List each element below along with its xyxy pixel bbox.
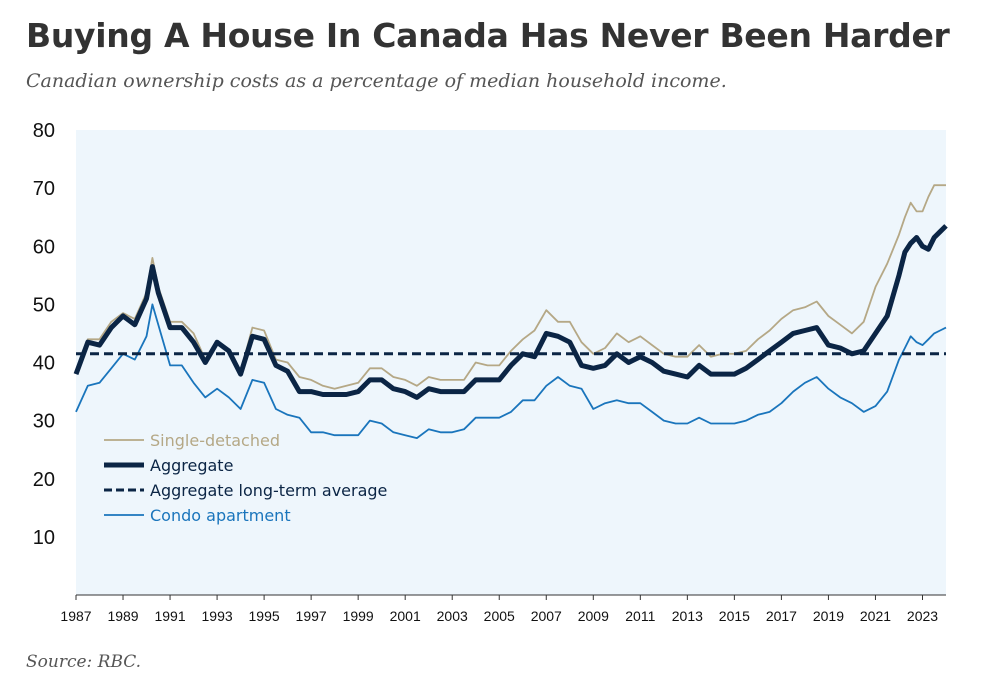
chart-title: Buying A House In Canada Has Never Been … <box>26 16 950 55</box>
y-tick-label: 80 <box>33 120 55 142</box>
x-tick-label: 2013 <box>672 608 703 624</box>
y-tick-label: 20 <box>33 469 55 491</box>
x-tick-label: 1997 <box>296 608 327 624</box>
x-axis: 1987 1989 1991 1993 1995 1997 1999 2001 2003 2005… <box>60 594 946 624</box>
x-tick-label: 2003 <box>437 608 468 624</box>
x-tick-label: 1991 <box>154 608 185 624</box>
y-tick-label: 10 <box>33 527 55 549</box>
x-tick-label: 2023 <box>907 608 938 624</box>
x-tick-label: 2011 <box>625 608 655 624</box>
x-tick-label: 1987 <box>60 608 91 624</box>
x-tick-label: 2005 <box>484 608 515 624</box>
y-tick-label: 70 <box>33 178 55 200</box>
x-tick-label: 2021 <box>860 608 891 624</box>
x-tick-label: 1989 <box>107 608 138 624</box>
y-tick-label: 60 <box>33 236 55 258</box>
chart-subtitle: Canadian ownership costs as a percentage… <box>26 70 727 92</box>
legend-label: Single-detached <box>150 431 280 450</box>
series-line-aggregate <box>73 224 948 400</box>
series-layer <box>73 184 948 439</box>
x-tick-label: 1999 <box>343 608 374 624</box>
x-tick-label: 2007 <box>531 608 562 624</box>
legend-label: Condo apartment <box>150 506 291 525</box>
legend: Single-detached Aggregate Aggregate long-t… <box>104 431 387 525</box>
y-tick-label: 30 <box>33 411 55 433</box>
y-axis: 10 20 30 40 50 60 70 80 <box>33 120 55 549</box>
line-chart: 10 20 30 40 50 60 70 80 1987 1989 1991 1993 1995 199… <box>33 120 948 624</box>
x-tick-label: 2009 <box>578 608 609 624</box>
x-tick-label: 1993 <box>202 608 233 624</box>
series-line-condo-apartment <box>75 303 947 439</box>
x-tick-label: 2015 <box>719 608 750 624</box>
x-tick-label: 2017 <box>766 608 797 624</box>
y-tick-label: 40 <box>33 353 55 375</box>
source-note: Source: RBC. <box>26 652 142 672</box>
legend-label: Aggregate <box>150 456 233 475</box>
x-tick-label: 2019 <box>813 608 844 624</box>
x-tick-label: 1995 <box>249 608 280 624</box>
legend-label: Aggregate long-term average <box>150 481 387 500</box>
x-tick-label: 2001 <box>390 608 421 624</box>
y-tick-label: 50 <box>33 294 55 316</box>
